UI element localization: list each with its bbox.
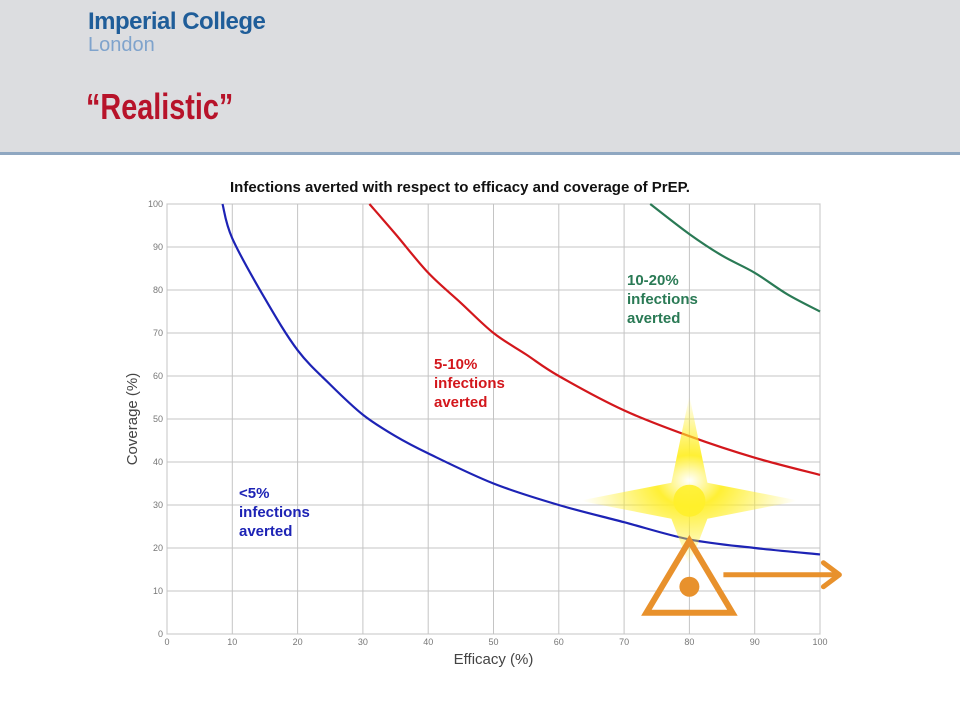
annotation-under-5: <5% infections averted [239,485,310,540]
y-tick-label: 100 [148,199,163,209]
annotation-10-20: 10-20% infections averted [627,272,698,327]
logo-line-2: London [88,34,155,56]
x-axis-label: Efficacy (%) [454,651,534,668]
x-tick-label: 20 [293,637,303,647]
marker-dot-icon [679,576,700,597]
x-tick-label: 10 [227,637,237,647]
y-tick-label: 40 [153,457,163,467]
y-tick-label: 20 [153,543,163,553]
x-tick-label: 30 [358,637,368,647]
x-tick-label: 100 [812,637,827,647]
y-tick-label: 60 [153,371,163,381]
highlight-star-core [673,484,706,517]
y-tick-label: 80 [153,285,163,295]
highlight-star-icon [579,395,800,566]
y-axis-label: Coverage (%) [124,373,141,466]
y-tick-label: 90 [153,242,163,252]
slide-title: “Realistic” [86,86,234,127]
y-tick-label: 0 [158,629,163,639]
x-tick-label: 80 [684,637,694,647]
y-tick-label: 70 [153,328,163,338]
chart-title: Infections averted with respect to effic… [230,179,690,196]
header-band: Imperial College London “Realistic” [0,0,960,155]
y-tick-label: 50 [153,414,163,424]
arrow-head-icon [820,560,842,590]
series-line-red [368,203,821,476]
x-tick-label: 0 [164,637,169,647]
logo-line-1: Imperial College [88,8,266,35]
y-tick-label: 30 [153,500,163,510]
x-tick-label: 40 [423,637,433,647]
x-tick-label: 90 [750,637,760,647]
x-tick-label: 60 [554,637,564,647]
institution-logo: Imperial College London [88,8,266,56]
series-line-green [649,203,821,313]
y-tick-label: 10 [153,586,163,596]
annotation-5-10: 5-10% infections averted [434,356,505,411]
efficacy-coverage-chart: 0 10 20 30 40 50 60 70 80 90 100 0 10 20 30 40 50 60 70 80 9… [124,199,842,668]
x-tick-label: 50 [488,637,498,647]
x-tick-label: 70 [619,637,629,647]
warning-triangle-icon [641,534,738,616]
